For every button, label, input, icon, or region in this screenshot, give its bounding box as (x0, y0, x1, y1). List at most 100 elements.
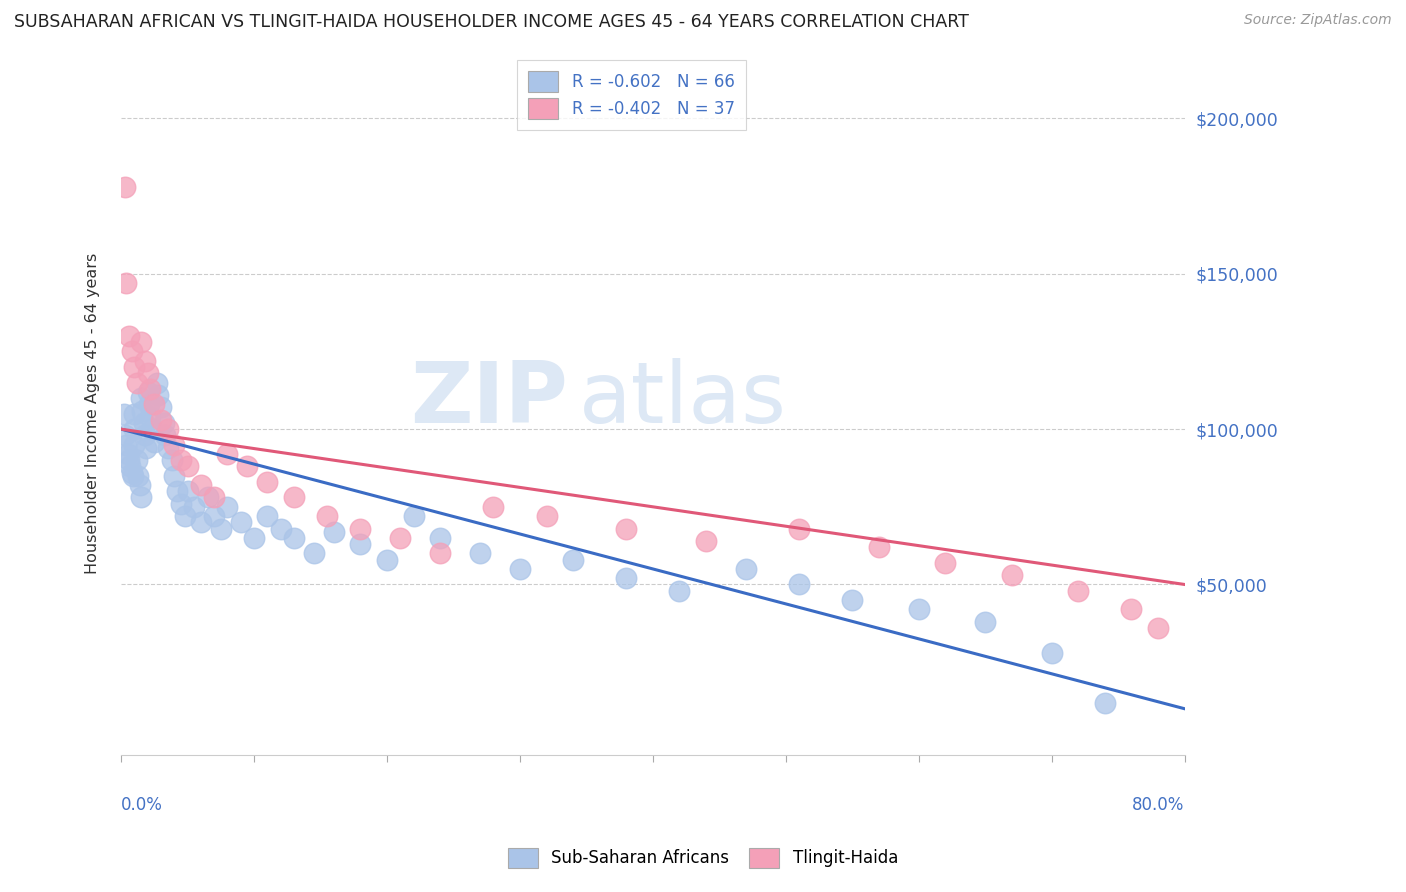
Point (118, 453, 141, 467)
Point (134, 353, 156, 368)
Point (349, 522, 371, 536)
Point (668, 583, 690, 598)
Point (974, 615, 997, 629)
Point (482, 500, 505, 514)
Y-axis label: Householder Income Ages 45 - 64 years: Householder Income Ages 45 - 64 years (86, 253, 100, 574)
Point (132, 416, 155, 430)
Point (124, 359, 146, 374)
Point (562, 552, 585, 566)
Point (509, 562, 531, 576)
Point (118, 329, 141, 343)
Point (143, 397, 166, 411)
Text: Source: ZipAtlas.com: Source: ZipAtlas.com (1244, 13, 1392, 28)
Point (316, 509, 339, 524)
Point (217, 447, 239, 461)
Point (735, 562, 758, 576)
Point (256, 509, 278, 524)
Point (166, 484, 188, 499)
Legend: R = -0.602   N = 66, R = -0.402   N = 37: R = -0.602 N = 66, R = -0.402 N = 37 (517, 60, 747, 130)
Point (614, 522, 637, 536)
Point (124, 438, 146, 452)
Point (127, 376, 149, 390)
Point (176, 484, 198, 499)
Point (787, 577, 810, 591)
Point (787, 522, 810, 536)
Point (1094, 696, 1116, 710)
Text: ZIP: ZIP (411, 359, 568, 442)
Point (152, 416, 174, 430)
Point (256, 475, 278, 489)
Point (156, 441, 179, 455)
Point (190, 478, 212, 492)
Point (1121, 602, 1143, 616)
Point (139, 382, 162, 396)
Point (150, 413, 173, 427)
Text: 80.0%: 80.0% (1132, 797, 1185, 814)
Point (112, 407, 135, 421)
Point (117, 447, 139, 461)
Point (148, 388, 170, 402)
Point (402, 509, 425, 524)
Point (124, 422, 146, 436)
Text: SUBSAHARAN AFRICAN VS TLINGIT-HAIDA HOUSEHOLDER INCOME AGES 45 - 64 YEARS CORREL: SUBSAHARAN AFRICAN VS TLINGIT-HAIDA HOUS… (14, 13, 969, 31)
Point (114, 428, 136, 442)
Point (136, 366, 159, 380)
Point (283, 491, 305, 505)
Point (468, 546, 491, 560)
Point (614, 571, 637, 585)
Point (127, 453, 149, 467)
Point (841, 593, 863, 607)
Point (302, 546, 325, 560)
Point (153, 428, 176, 442)
Point (389, 531, 412, 545)
Point (170, 453, 193, 467)
Point (429, 546, 451, 560)
Point (143, 434, 166, 449)
Point (135, 441, 157, 455)
Point (120, 459, 142, 474)
Point (934, 556, 956, 570)
Point (170, 497, 193, 511)
Point (114, 179, 136, 194)
Point (129, 391, 152, 405)
Point (138, 397, 160, 411)
Point (183, 500, 205, 514)
Point (375, 552, 398, 566)
Text: 0.0%: 0.0% (121, 797, 163, 814)
Point (121, 344, 143, 359)
Point (160, 453, 183, 467)
Point (134, 428, 156, 442)
Point (1001, 568, 1024, 582)
Text: atlas: atlas (578, 359, 786, 442)
Point (283, 531, 305, 545)
Point (141, 422, 163, 436)
Point (322, 524, 344, 539)
Point (229, 516, 252, 530)
Point (349, 537, 371, 551)
Point (136, 384, 159, 399)
Point (115, 276, 138, 290)
Point (202, 509, 225, 524)
Point (156, 422, 179, 436)
Point (129, 491, 152, 505)
Point (1147, 621, 1170, 635)
Point (174, 509, 197, 524)
Point (1067, 583, 1090, 598)
Point (128, 478, 150, 492)
Point (209, 522, 232, 536)
Point (907, 602, 929, 616)
Point (127, 468, 149, 483)
Point (695, 533, 717, 548)
Point (217, 500, 239, 514)
Point (122, 468, 145, 483)
Point (139, 409, 162, 424)
Point (429, 531, 451, 545)
Point (536, 509, 558, 524)
Point (121, 466, 143, 480)
Point (197, 491, 219, 505)
Point (115, 438, 138, 452)
Point (163, 468, 186, 483)
Point (243, 531, 266, 545)
Point (868, 540, 890, 554)
Legend: Sub-Saharan Africans, Tlingit-Haida: Sub-Saharan Africans, Tlingit-Haida (502, 841, 904, 875)
